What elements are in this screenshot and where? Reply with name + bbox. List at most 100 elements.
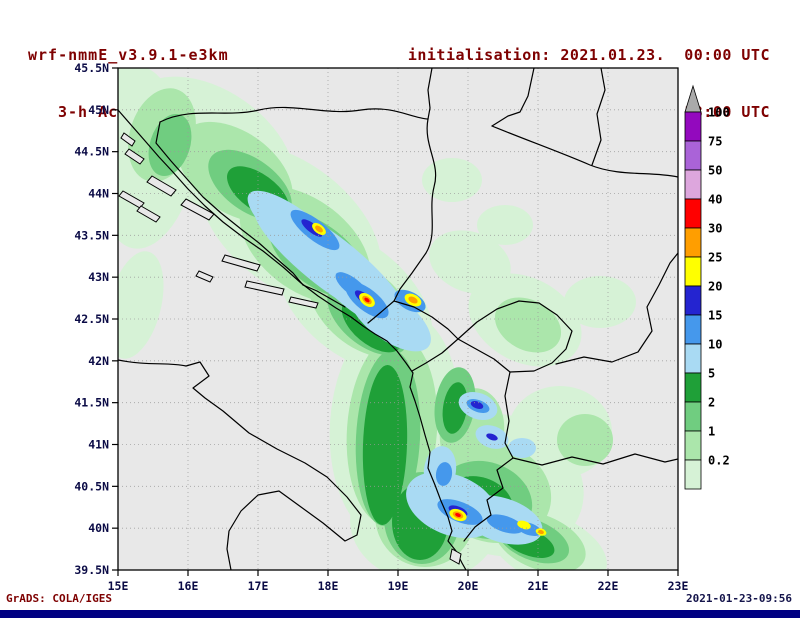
precip-shading-blob (538, 529, 544, 535)
precip-shading-blob (422, 158, 482, 202)
island (244, 280, 285, 296)
colorbar-cell (684, 140, 702, 171)
country-border-albania-macedonia (504, 371, 514, 459)
country-border-montenegro-albania (411, 338, 459, 372)
precip-shading-blob (429, 230, 511, 294)
precip-shading-blob (486, 514, 524, 534)
precip-shading-blob (315, 225, 323, 233)
colorbar: 100 75 50 40 30 25 20 15 10 5 2 1 0.2 (684, 84, 730, 490)
country-border-hungary-croatia (427, 68, 433, 120)
island (180, 198, 215, 221)
colorbar-cell (684, 111, 702, 142)
precip-shading-blob (517, 520, 531, 530)
y-axis-tick-label: 45.5N (74, 61, 109, 75)
island (221, 254, 261, 272)
country-border-macedonia-north (555, 252, 678, 365)
x-axis-tick-label: 17E (248, 579, 269, 593)
country-border-danube (491, 125, 678, 178)
precip-shading-blob (408, 296, 418, 304)
x-axis-tick-label: 16E (178, 579, 199, 593)
x-axis-tick-label: 21E (528, 579, 549, 593)
island-corfu (449, 548, 462, 565)
x-axis-tick-label: 15E (108, 579, 129, 593)
colorbar-label: 25 (708, 251, 722, 265)
y-axis-tick-label: 44N (88, 187, 109, 201)
country-border-kosovo (457, 300, 573, 373)
precip-shading-blob (564, 276, 636, 328)
grid-layer (118, 68, 678, 570)
colorbar-cell (684, 343, 702, 374)
creation-timestamp: 2021-01-23-09:56 (686, 592, 792, 605)
precip-shading-blob (470, 401, 484, 409)
colorbar-label: 2 (708, 396, 715, 410)
country-border-montenegro-east (393, 300, 459, 340)
country-borders-layer (118, 68, 678, 570)
precip-shading-blob (364, 297, 370, 303)
colorbar-label: 100 (708, 106, 730, 120)
x-axis-tick-label: 22E (598, 579, 619, 593)
country-border-greece-macedonia (512, 453, 678, 466)
country-border-drina (393, 118, 437, 302)
x-axis-tick-label: 18E (318, 579, 339, 593)
country-border-albania-greece (463, 457, 514, 542)
island (195, 270, 214, 283)
x-axis-tick-label: 20E (458, 579, 479, 593)
colorbar-cell (684, 372, 702, 403)
colorbar-label: 0.2 (708, 454, 730, 468)
colorbar-arrow (684, 84, 702, 113)
island (288, 296, 319, 309)
colorbar-label: 1 (708, 425, 715, 439)
y-axis-tick-label: 43.5N (74, 228, 109, 242)
colorbar-label: 30 (708, 222, 722, 236)
precip-shading-blob (455, 512, 461, 518)
colorbar-label: 20 (708, 280, 722, 294)
island (124, 148, 145, 165)
model-name: wrf-nmmE_v3.9.1-e3km (28, 46, 229, 64)
island (146, 175, 177, 197)
country-border-bosnia-west (155, 121, 304, 286)
precip-shading-blob (148, 113, 192, 177)
precip-shading-blob (442, 382, 468, 434)
y-axis-tick-label: 43N (88, 270, 109, 284)
precip-shading-blob (486, 433, 498, 441)
colorbar-cell (684, 314, 702, 345)
colorbar-label: 10 (708, 338, 722, 352)
bottom-bar (0, 610, 800, 618)
y-axis-tick-label: 44.5N (74, 145, 109, 159)
precip-shading-blob (557, 414, 613, 466)
country-border-montenegro-west (367, 300, 395, 324)
precip-shading-blob (435, 462, 453, 486)
x-axis-tick-label: 19E (388, 579, 409, 593)
colorbar-cell (684, 227, 702, 258)
y-axis-tick-label: 40.5N (74, 479, 109, 493)
y-axis-tick-label: 45N (88, 103, 109, 117)
colorbar-cell (684, 430, 702, 461)
colorbar-cell (684, 285, 702, 316)
y-axis-tick-label: 41.5N (74, 396, 109, 410)
y-axis-tick-label: 42N (88, 354, 109, 368)
precip-shading-blob (508, 438, 536, 458)
precip-shading-blob (118, 251, 164, 359)
coastline-east-adriatic (118, 109, 467, 570)
precip-shading-blob (494, 297, 562, 353)
island (136, 205, 161, 223)
country-border-dalmatia-strip (302, 284, 346, 308)
colorbar-label: 5 (708, 367, 715, 381)
axes-layer: 45.5N 45N 44.5N 44N 43.5N 43N 42.5N 42N 41.5N 41N… (74, 61, 688, 593)
colorbar-label: 15 (708, 309, 722, 323)
colorbar-cell (684, 169, 702, 200)
y-axis-tick-label: 39.5N (74, 563, 109, 577)
y-axis-tick-label: 42.5N (74, 312, 109, 326)
colorbar-cell (684, 401, 702, 432)
colorbar-cell (684, 459, 702, 490)
colorbar-label: 75 (708, 135, 722, 149)
colorbar-cell (684, 198, 702, 229)
grads-credit: GrADS: COLA/IGES (6, 592, 112, 605)
x-axis-tick-label: 23E (668, 579, 689, 593)
colorbar-cell (684, 256, 702, 287)
precip-shading-blob (362, 365, 408, 525)
country-border-croatia-serbia (491, 68, 535, 127)
y-axis-tick-label: 41N (88, 438, 109, 452)
